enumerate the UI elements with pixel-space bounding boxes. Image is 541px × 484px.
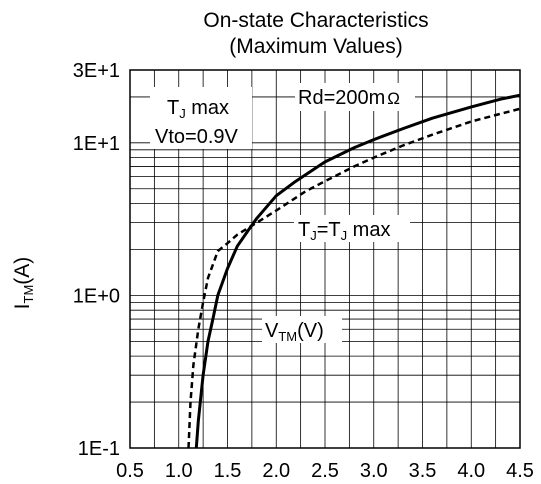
chart-title: On-state Characteristics <box>203 9 428 32</box>
rd-annotation-background <box>295 83 415 111</box>
x-tick-label: 3.5 <box>409 460 437 482</box>
x-tick-label: 1.0 <box>165 460 193 482</box>
y-tick-label: 1E-1 <box>78 438 120 460</box>
dashed-series-line <box>187 107 521 449</box>
x-tick-label: 2.5 <box>311 460 339 482</box>
series-layer <box>187 93 521 449</box>
plot-frame <box>129 69 521 449</box>
chart-subtitle: (Maximum Values) <box>229 35 402 58</box>
x-tick-label: 0.5 <box>116 460 144 482</box>
y-axis-ticks: 3E+1 1E+1 1E+0 1E-1 <box>73 60 120 460</box>
x-tick-label: 4.0 <box>457 460 485 482</box>
y-tick-label: 1E+0 <box>73 285 120 307</box>
tj-eq-annotation-background <box>294 215 410 242</box>
grid <box>130 70 520 448</box>
tj-equals-annotation: TJ=TJ max <box>298 219 390 243</box>
tj-max-annotation: TJ max <box>167 97 229 121</box>
y-tick-label: 3E+1 <box>73 60 120 82</box>
rd-annotation: Rd=200m Ω <box>298 87 400 109</box>
solid-series-line <box>194 93 521 449</box>
y-tick-label: 1E+1 <box>73 133 120 155</box>
x-tick-label: 4.5 <box>506 460 534 482</box>
x-tick-label: 2.0 <box>262 460 290 482</box>
vto-annotation: Vto=0.9V <box>155 126 239 148</box>
tj-annotation-background <box>150 87 252 149</box>
x-axis-ticks: 0.5 1.0 1.5 2.0 2.5 3.0 3.5 4.0 4.5 <box>116 460 534 482</box>
vtm-annotation-background <box>262 316 342 343</box>
x-axis-label-annotation: VTM(V) <box>265 320 324 344</box>
x-tick-label: 3.0 <box>360 460 388 482</box>
y-axis-label: ITM(A) <box>11 257 36 310</box>
x-tick-label: 1.5 <box>214 460 242 482</box>
